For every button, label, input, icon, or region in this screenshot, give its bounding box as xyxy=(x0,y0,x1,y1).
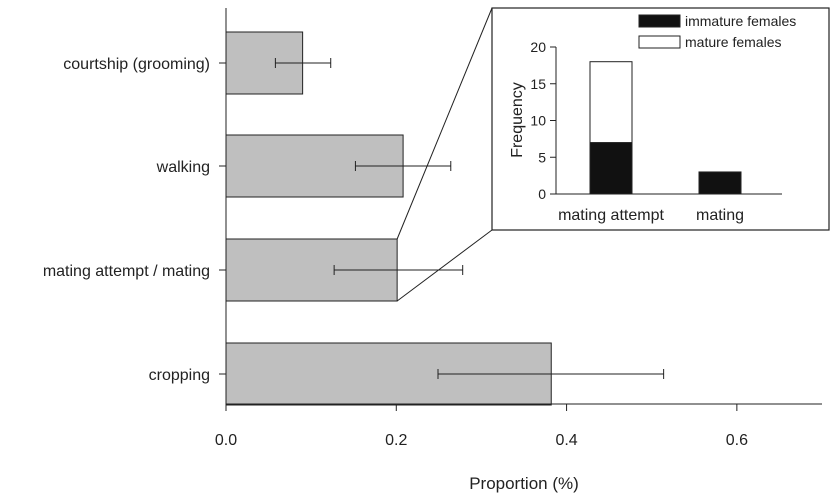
x-tick-label-2: 0.4 xyxy=(555,432,577,449)
inset-y-axis-title: Frequency xyxy=(509,82,526,158)
inset-chart: mating attempt mating 0 5 10 15 20 Frequency imm… xyxy=(396,7,830,302)
inset-y-tick-label-1: 5 xyxy=(538,149,546,165)
inset-y-tick-label-4: 20 xyxy=(530,39,546,55)
inset-category-label-0: mating attempt xyxy=(558,207,664,224)
x-tick-label-0: 0.0 xyxy=(215,432,237,449)
category-label-0: courtship (grooming) xyxy=(63,56,210,73)
zoom-connector-top xyxy=(396,7,493,240)
inset-y-tick-label-3: 15 xyxy=(530,76,546,92)
inset-legend-label-0: immature females xyxy=(685,13,796,29)
main-chart: courtship (grooming) walking mating attemp… xyxy=(43,8,822,493)
inset-legend-swatch-1 xyxy=(638,35,681,49)
inset-y-tick-label-0: 0 xyxy=(538,186,546,202)
x-tick-label-3: 0.6 xyxy=(726,432,748,449)
category-label-1: walking xyxy=(156,159,210,176)
category-label-3: cropping xyxy=(149,367,210,384)
inset-bar-1-series-0 xyxy=(698,171,742,195)
inset-bar-0-series-1 xyxy=(589,61,633,144)
inset-legend-label-1: mature females xyxy=(685,34,781,50)
inset-bar-0-series-0 xyxy=(589,142,633,195)
x-axis-title: Proportion (%) xyxy=(469,474,579,493)
zoom-connector-bottom xyxy=(396,229,493,302)
x-tick-label-1: 0.2 xyxy=(385,432,407,449)
category-label-2: mating attempt / mating xyxy=(43,263,210,280)
inset-legend-swatch-0 xyxy=(638,14,681,28)
inset-category-label-1: mating xyxy=(696,207,744,224)
inset-y-tick-label-2: 10 xyxy=(530,113,546,129)
